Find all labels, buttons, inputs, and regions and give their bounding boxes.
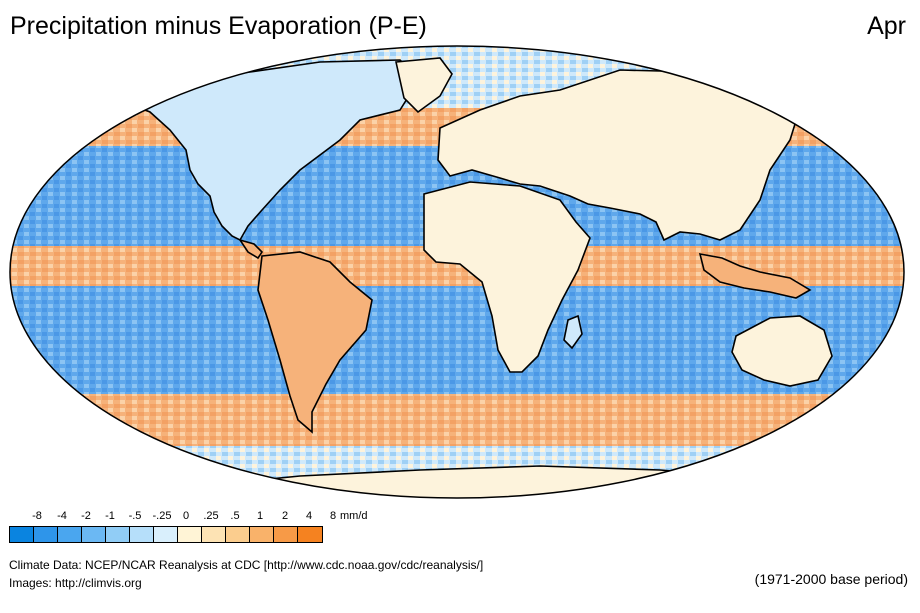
legend-swatch: [178, 527, 202, 542]
legend-tick: 8: [329, 510, 337, 522]
australia: [731, 315, 833, 387]
legend-swatch: [10, 527, 34, 542]
legend-swatch: [202, 527, 226, 542]
legend-swatch: [34, 527, 58, 542]
legend-tick: -8: [32, 510, 42, 522]
map-title: Precipitation minus Evaporation (P-E): [10, 12, 427, 40]
color-scale-bar: [9, 526, 323, 543]
legend-swatch: [58, 527, 82, 542]
legend-tick: -2: [81, 510, 91, 522]
legend-tick: -4: [57, 510, 67, 522]
legend-unit: mm/d: [340, 510, 368, 522]
legend-tick: 4: [305, 510, 313, 522]
legend-swatch: [274, 527, 298, 542]
legend-tick: .5: [230, 510, 240, 522]
north-america: [117, 59, 422, 242]
legend-tick: 1: [256, 510, 264, 522]
legend-tick: 0: [182, 510, 190, 522]
legend-tick: .25: [203, 510, 219, 522]
pe-world-map: [9, 45, 905, 499]
month-label: Apr: [867, 12, 906, 40]
indonesia: [698, 252, 812, 299]
legend-swatch: [250, 527, 274, 542]
madagascar: [563, 314, 583, 350]
africa: [423, 181, 591, 373]
central-america: [238, 238, 264, 260]
legend-ticks: -8 -4 -2 -1 -.5 -.25 0 .25 .5 1 2 4 8: [22, 510, 362, 524]
images-credit: Images: http://climvis.org: [9, 576, 142, 590]
legend-swatch: [298, 527, 322, 542]
legend-swatch: [130, 527, 154, 542]
band-south-midlat: [10, 394, 904, 448]
legend-swatch: [226, 527, 250, 542]
data-credit: Climate Data: NCEP/NCAR Reanalysis at CD…: [9, 558, 484, 572]
south-america: [257, 251, 373, 434]
globe-outline: [9, 45, 905, 499]
antarctica: [119, 465, 843, 498]
band-arctic: [10, 46, 904, 110]
legend-tick: 2: [281, 510, 289, 522]
legend-tick: -1: [105, 510, 115, 522]
base-period-note: (1971-2000 base period): [754, 571, 908, 587]
legend-swatch: [106, 527, 130, 542]
greenland: [395, 57, 453, 114]
land-masses: [117, 57, 843, 498]
legend-swatch: [82, 527, 106, 542]
legend-tick: -.5: [128, 510, 142, 522]
field-bands: [10, 46, 904, 498]
legend-tick: -.25: [152, 510, 172, 522]
legend-swatch: [154, 527, 178, 542]
